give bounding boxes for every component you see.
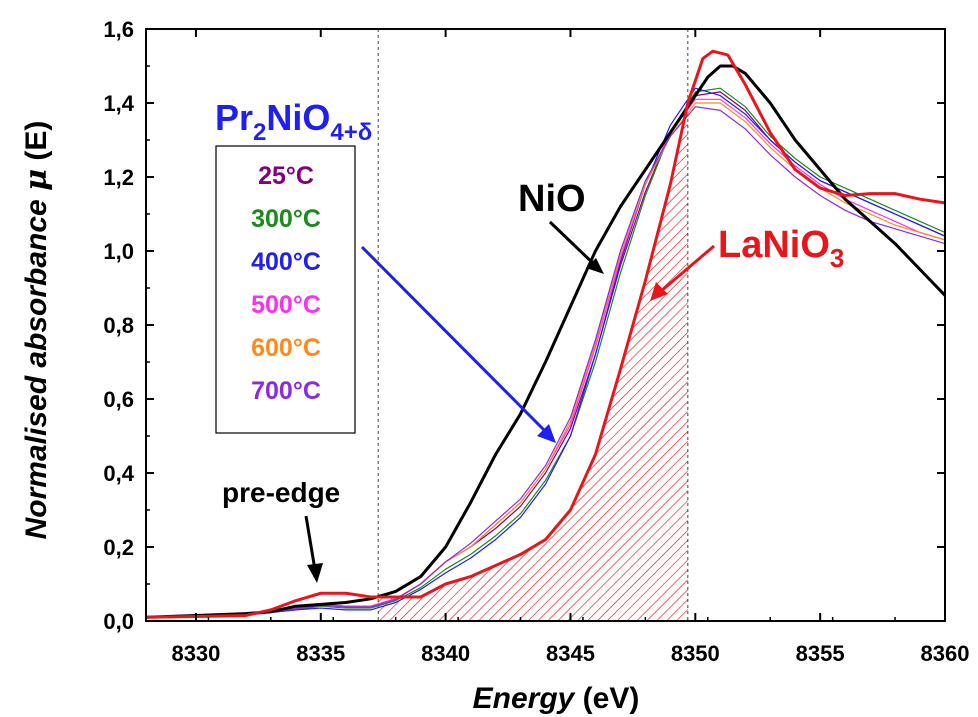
legend-entry-0: 25°C [258, 162, 314, 190]
y-axis-ticks: 0,0 0,2 0,4 0,6 0,8 1,0 1,2 1,4 1,6 [103, 17, 945, 634]
annotation-lanio3: LaNiO3 [718, 224, 844, 273]
x-tick-label-4: 8350 [671, 641, 720, 666]
x-axis-title-italic: Energy [473, 682, 576, 715]
annotation-lanio3-sub: 3 [830, 243, 844, 273]
x-axis-title-unit: (eV) [574, 682, 639, 715]
y-tick-label-0: 0,0 [103, 609, 134, 634]
legend-entry-1: 300°C [251, 205, 321, 233]
reference-lines-group [377, 29, 689, 621]
y-tick-label-8: 1,6 [103, 17, 134, 42]
series-line-4 [146, 87, 945, 618]
series-line-1 [146, 49, 945, 619]
annotation-nio: NiO [518, 178, 586, 220]
y-tick-label-5: 1,0 [103, 239, 134, 264]
annotation-nio-arrow-head [586, 258, 604, 274]
y-tick-label-2: 0,4 [103, 461, 134, 486]
legend-entry-2: 400°C [251, 248, 321, 276]
x-tick-label-5: 8355 [796, 641, 845, 666]
series-line-5 [146, 98, 945, 618]
series-group [146, 49, 945, 619]
legend-title-mid: NiO [266, 97, 330, 138]
legend-title-sub1: 2 [253, 119, 266, 146]
x-tick-label-6: 8360 [921, 641, 970, 666]
legend-title-base: Pr [215, 97, 253, 138]
annotation-lanio3-base: LaNiO [718, 224, 830, 266]
annotation-pre-edge: pre-edge [222, 477, 340, 508]
hatched-area [378, 103, 688, 621]
series-line-7 [146, 106, 945, 618]
annotation-pre-edge-arrow-head [307, 563, 323, 583]
x-tick-label-3: 8345 [546, 641, 595, 666]
x-tick-label-2: 8340 [421, 641, 470, 666]
y-axis-title-suffix: (E) [20, 121, 53, 169]
legend-box [215, 145, 356, 434]
annotation-lanio3-arrow-head [650, 282, 668, 301]
legend-title: Pr2NiO4+δ [215, 97, 372, 146]
hatched-area-group [378, 103, 688, 621]
x-tick-label-0: 8330 [171, 641, 220, 666]
annotation-legend-arrow-head [537, 424, 556, 443]
x-axis-title: Energy (eV) [473, 682, 640, 715]
legend-entry-5: 700°C [251, 377, 321, 405]
annotation-lanio3-arrow-line [659, 244, 715, 294]
y-axis-title-prefix: Normalised absorbance [20, 191, 53, 539]
annotation-legend-arrow-line [360, 245, 550, 436]
y-tick-label-7: 1,4 [103, 91, 134, 116]
legend-title-sub2: 4+δ [330, 119, 372, 146]
y-tick-label-6: 1,2 [103, 165, 134, 190]
x-axis-ticks: 8330 8335 8340 8345 8350 8355 8360 [145, 29, 970, 666]
series-line-3 [146, 87, 945, 618]
y-tick-label-1: 0,2 [103, 535, 134, 560]
annotation-nio-arrow-line [548, 220, 600, 270]
legend-entries: 25°C 300°C 400°C 500°C 600°C 700°C [251, 162, 321, 405]
y-axis-title-mu: μ [19, 169, 54, 191]
legend-entry-4: 600°C [251, 334, 321, 362]
y-axis-title: Normalised absorbance μ (E) [19, 121, 54, 540]
series-line-0 [146, 64, 945, 619]
annotation-pre-edge-arrow-line [304, 515, 317, 571]
legend-entry-3: 500°C [251, 291, 321, 319]
y-tick-label-4: 0,8 [103, 313, 134, 338]
x-tick-label-1: 8335 [296, 641, 345, 666]
y-tick-label-3: 0,6 [103, 387, 134, 412]
